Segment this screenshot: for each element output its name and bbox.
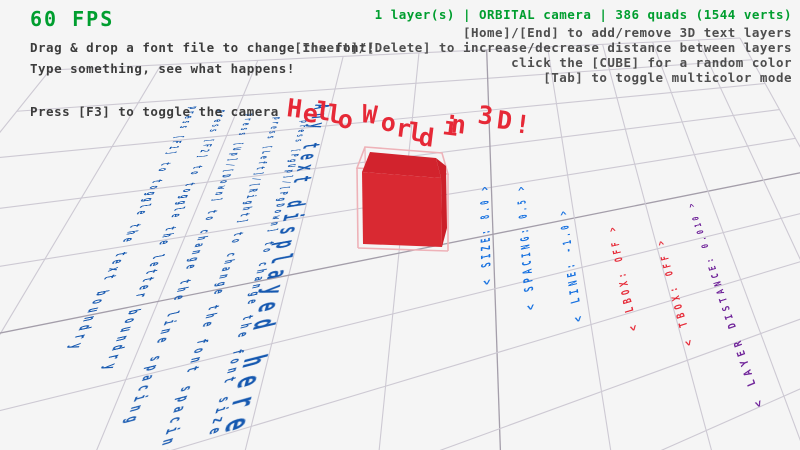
grid-line xyxy=(170,261,800,450)
help-multicolor-mode: [Tab] to toggle multicolor mode xyxy=(543,70,792,85)
help-add-remove-layers: [Home]/[End] to add/remove 3D text layer… xyxy=(462,25,792,40)
grid-line xyxy=(0,64,162,336)
grid-line xyxy=(547,46,612,450)
tip-type-something: Type something, see what happens! xyxy=(30,61,295,76)
grid-line xyxy=(0,82,766,159)
grid-line xyxy=(0,137,796,267)
grid-line xyxy=(439,318,800,450)
grid-line xyxy=(96,60,259,450)
stats-line: 1 layer(s) | ORBITAL camera | 386 quads … xyxy=(374,7,792,22)
grid-line xyxy=(244,56,344,450)
tip-toggle-camera: Press [F3] to toggle the camera xyxy=(30,104,279,119)
help-layer-distance: [Insert]/[Delete] to increase/decrease d… xyxy=(294,40,792,55)
help-cube-color: click the [CUBE] for a random color xyxy=(511,55,792,70)
grid-line xyxy=(697,39,800,261)
grid-line xyxy=(652,41,800,442)
tip-drag-drop: Drag & drop a font file to change the fo… xyxy=(30,40,376,55)
grid-line xyxy=(602,44,713,450)
grid-line xyxy=(0,213,800,412)
grid-line xyxy=(0,109,780,209)
cube-faces xyxy=(362,152,447,247)
grid-line xyxy=(16,59,753,112)
grid-line xyxy=(49,37,741,71)
fps-counter: 60 FPS xyxy=(30,7,115,31)
grid-line xyxy=(486,49,502,450)
grid-line xyxy=(739,37,800,148)
